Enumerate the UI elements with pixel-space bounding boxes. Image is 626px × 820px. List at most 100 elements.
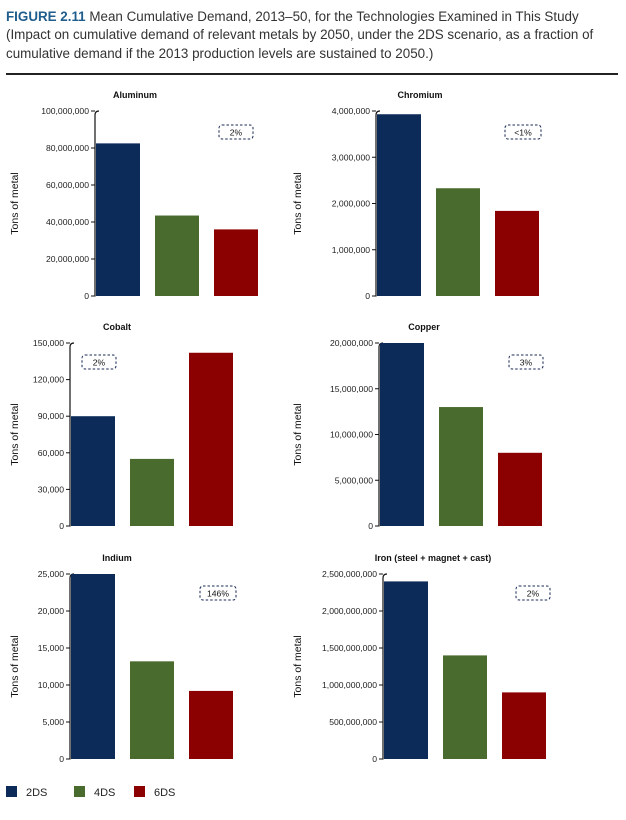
y-tick-label: 5,000,000 [335,475,373,485]
annotation-label: 2% [527,589,540,599]
y-axis-label: Tons of metal [292,635,304,697]
chart-panel-copper: Copper Tons of metal 0 5,000,000 10,000,000 1… [292,322,544,531]
y-axis-label: Tons of metal [292,403,304,465]
bar-6ds [214,229,258,296]
y-tick-label: 100,000,000 [41,106,89,116]
chart-title: Chromium [398,90,443,100]
legend-swatch [134,786,145,797]
legend-item-2ds: 2DS [6,786,47,799]
bar-2ds [71,574,115,759]
y-tick-label: 1,000,000,000 [322,680,377,690]
annotation-box [508,354,544,370]
bar-4ds [155,215,199,296]
y-tick-label: 15,000 [38,643,65,653]
y-tick-label: 30,000 [38,484,65,494]
caption-rule [6,73,618,75]
bar-4ds [443,655,487,759]
y-tick-label: 500,000,000 [329,717,377,727]
chart-panel-indium: Indium Tons of metal 0 5,000 10,000 15,000 20,… [9,553,237,764]
legend-swatch [74,786,85,797]
y-tick-label: 20,000,000 [46,254,89,264]
chart-panel-cobalt: Cobalt Tons of metal 0 30,000 60,000 90,000 12… [9,322,233,531]
chart-title: Copper [408,322,440,332]
y-axis-line [69,342,75,527]
y-tick-label: 150,000 [33,338,64,348]
y-tick-label: 1,500,000,000 [322,643,377,653]
figure-title: Mean Cumulative Demand, 2013–50, for the… [6,9,594,61]
bar-2ds [384,581,428,759]
y-tick-label: 0 [365,291,370,301]
legend-label: 6DS [154,787,176,799]
y-tick-label: 0 [59,521,64,531]
y-tick-label: 5,000 [42,717,64,727]
y-tick-label: 15,000,000 [330,384,373,394]
y-tick-label: 90,000 [38,411,65,421]
y-tick-label: 20,000 [38,606,65,616]
y-tick-label: 0 [84,291,89,301]
chart-title: Aluminum [113,90,157,100]
y-tick-label: 0 [59,754,64,764]
y-tick-label: 25,000 [38,569,65,579]
y-tick-label: 2,500,000,000 [322,569,377,579]
legend-label: 4DS [94,787,116,799]
y-tick-label: 3,000,000 [332,152,370,162]
y-tick-label: 10,000 [38,680,65,690]
bar-4ds [436,188,480,296]
y-tick-label: 60,000,000 [46,180,89,190]
bar-4ds [439,407,483,526]
annotation-box [515,585,551,601]
annotation-box [81,354,117,370]
bar-6ds [498,452,542,526]
y-axis-label: Tons of metal [292,172,304,234]
legend-label: 2DS [26,787,48,799]
bar-2ds [380,343,424,526]
y-tick-label: 1,000,000 [332,245,370,255]
bar-4ds [130,661,174,759]
y-axis-label: Tons of metal [9,172,21,234]
annotation-box [504,124,542,140]
y-axis-line [375,110,381,297]
y-axis-line [94,110,100,297]
y-tick-label: 4,000,000 [332,106,370,116]
bar-6ds [502,692,546,759]
y-tick-label: 0 [368,521,373,531]
y-axis-label: Tons of metal [9,403,21,465]
y-tick-label: 2,000,000 [332,199,370,209]
bar-6ds [189,352,233,526]
y-tick-label: 2,000,000,000 [322,606,377,616]
annotation-label: <1% [514,128,532,138]
bar-2ds [96,143,140,296]
chart-panel-chromium: Chromium Tons of metal 0 1,000,000 2,000,000… [292,90,542,301]
y-tick-label: 80,000,000 [46,143,89,153]
y-axis-label: Tons of metal [9,635,21,697]
y-tick-label: 40,000,000 [46,217,89,227]
chart-panel-iron: Iron (steel + magnet + cast) Tons of meta… [292,553,551,764]
bar-6ds [189,690,233,759]
legend-item-4ds: 4DS [74,786,115,799]
bar-4ds [130,458,174,526]
bar-2ds [71,416,115,526]
annotation-label: 2% [93,358,106,368]
y-tick-label: 120,000 [33,375,64,385]
y-tick-label: 20,000,000 [330,338,373,348]
annotation-box [218,124,254,140]
bar-6ds [495,210,539,296]
y-axis-line [382,573,388,760]
chart-title: Iron (steel + magnet + cast) [375,553,492,563]
annotation-label: 146% [207,589,229,599]
y-tick-label: 60,000 [38,448,65,458]
figure-caption: FIGURE 2.11 Mean Cumulative Demand, 2013… [6,8,618,63]
legend-swatch [6,786,17,797]
chart-title: Cobalt [103,322,131,332]
annotation-box [199,585,237,601]
annotation-label: 3% [520,358,533,368]
annotation-label: 2% [230,128,243,138]
legend-item-6ds: 6DS [134,786,175,799]
bar-2ds [377,114,421,296]
chart-panel-aluminum: Aluminum Tons of metal 0 20,000,000 40,000,0… [9,90,258,301]
y-tick-label: 0 [372,754,377,764]
y-tick-label: 10,000,000 [330,430,373,440]
figure-label: FIGURE 2.11 [6,9,86,24]
chart-title: Indium [102,553,132,563]
